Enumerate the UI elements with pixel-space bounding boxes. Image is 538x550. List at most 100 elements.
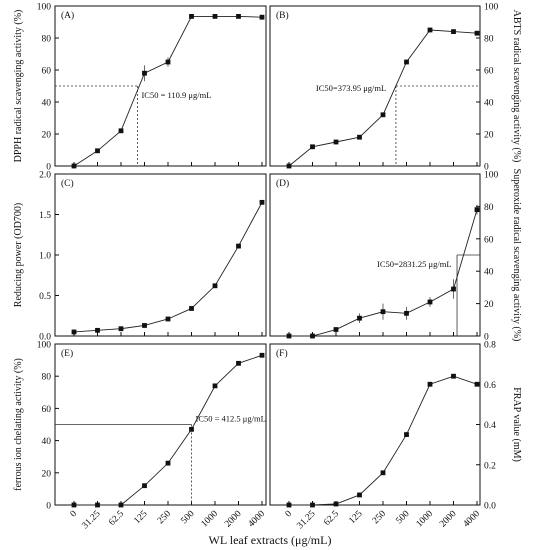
y-tick-label: 2.0: [39, 171, 51, 181]
plot-frame: [269, 173, 481, 337]
y-tick-label: 40: [42, 437, 52, 447]
y-tick-label: 80: [42, 35, 52, 45]
series-line: [74, 354, 263, 506]
data-point: [333, 327, 339, 332]
y-tick-label: 0.2: [484, 461, 496, 471]
x-axis-label: WL leaf extracts (μg/mL): [209, 533, 332, 547]
data-point: [71, 329, 77, 335]
data-point: [165, 460, 171, 466]
data-point: [212, 283, 218, 289]
panel-d: 0 20 40 60 80 100 (D) Superoxide radical scaven…: [269, 169, 522, 343]
data-point: [189, 14, 194, 19]
data-point: [451, 29, 456, 34]
x-tick-label: 500: [179, 509, 196, 526]
x-tick-label: 250: [371, 509, 388, 526]
data-point: [142, 483, 147, 489]
data-point: [474, 381, 480, 387]
y-tick-label: 100: [484, 3, 499, 13]
plot-frame: [54, 5, 267, 167]
y-tick-label: 100: [37, 341, 52, 351]
data-point: [404, 432, 409, 437]
data-point: [474, 30, 480, 36]
y-tick-label: 0.0: [484, 502, 496, 512]
data-point: [259, 352, 265, 358]
data-point: [427, 381, 433, 387]
data-point: [118, 326, 124, 332]
y-tick-label: 0.5: [39, 292, 51, 302]
data-point: [142, 70, 147, 76]
ic50-annotation: IC50=373.95 μg/mL: [316, 83, 386, 93]
data-point: [474, 207, 480, 213]
panel-b: 0 20 40 60 80 100 (B) ABTS radical scavenging a…: [269, 3, 522, 173]
data-point: [118, 502, 124, 508]
y-tick-label: 0: [46, 502, 51, 512]
data-point: [286, 333, 292, 339]
y-tick-label: 80: [42, 373, 52, 383]
x-tick-label: 500: [394, 509, 411, 526]
y-tick-label: 0: [46, 163, 51, 173]
data-point: [165, 59, 171, 65]
x-tick-label: 0: [69, 509, 80, 520]
y-tick-label: 80: [484, 35, 494, 45]
y-tick-label: 100: [484, 171, 499, 181]
data-point: [236, 14, 241, 19]
plot-frame: [54, 173, 267, 337]
data-point: [333, 501, 339, 507]
data-point: [95, 148, 100, 154]
x-tick-label: 4000: [247, 509, 268, 530]
panel-label: (F): [276, 348, 288, 359]
y-axis-label: ferrous ion chelating activity (%): [13, 358, 24, 491]
data-point: [380, 112, 386, 118]
data-point: [212, 383, 218, 389]
x-tick-label: 1000: [415, 509, 436, 530]
data-point: [259, 199, 265, 205]
data-point: [236, 360, 241, 366]
x-tick-label: 62.5: [107, 509, 126, 528]
data-point: [259, 14, 265, 20]
panel-f: 0.0 0.2 0.4 0.6 0.8 0 31.25 62.5 125 250 500 1000 20…: [269, 341, 522, 531]
panels-layer: 0 20 40 60 80 100 (A) DPPH radical scavenging a…: [13, 3, 522, 532]
y-tick-label: 80: [484, 203, 494, 213]
y-axis-label: ABTS radical scavenging activity (%): [511, 10, 522, 163]
data-point: [380, 309, 386, 315]
x-tick-label: 125: [132, 509, 149, 526]
ic50-annotation: IC50=2831.25 μg/mL: [377, 259, 452, 269]
series-line: [288, 29, 478, 167]
y-axis-label: Reducing power (OD700): [13, 203, 24, 307]
data-point: [427, 299, 433, 305]
ic50-annotation: IC50 = 110.9 μg/mL: [141, 90, 211, 100]
panel-label: (D): [276, 178, 289, 189]
data-point: [212, 14, 218, 19]
panel-c: 0.0 0.5 1.0 1.5 2.0 (C) Reducing power (OD700): [13, 171, 267, 343]
y-tick-label: 0: [484, 163, 489, 173]
data-point: [357, 492, 362, 498]
series-line: [289, 375, 478, 506]
data-point: [286, 502, 292, 508]
data-point: [310, 502, 315, 508]
y-tick-label: 0: [484, 333, 489, 343]
data-point: [118, 128, 124, 134]
panel-label: (A): [61, 10, 74, 21]
data-point: [310, 144, 315, 150]
x-tick-label: 4000: [462, 509, 483, 530]
data-point: [427, 27, 433, 33]
data-point: [142, 323, 147, 328]
y-tick-label: 100: [37, 3, 52, 13]
data-point: [189, 426, 194, 432]
data-point: [357, 134, 362, 140]
panel-label: (E): [61, 348, 73, 359]
y-tick-label: 20: [484, 131, 494, 141]
data-point: [71, 163, 77, 169]
data-point: [404, 59, 409, 65]
x-tick-label: 250: [156, 509, 173, 526]
data-point: [380, 470, 386, 476]
x-tick-label: 31.25: [295, 509, 317, 531]
y-tick-label: 20: [484, 300, 494, 310]
y-tick-label: 60: [484, 67, 494, 77]
data-point: [95, 502, 100, 508]
x-tick-label: 2000: [223, 509, 244, 530]
x-tick-label: 1000: [200, 509, 221, 530]
data-point: [165, 316, 171, 322]
panel-label: (B): [276, 10, 289, 21]
